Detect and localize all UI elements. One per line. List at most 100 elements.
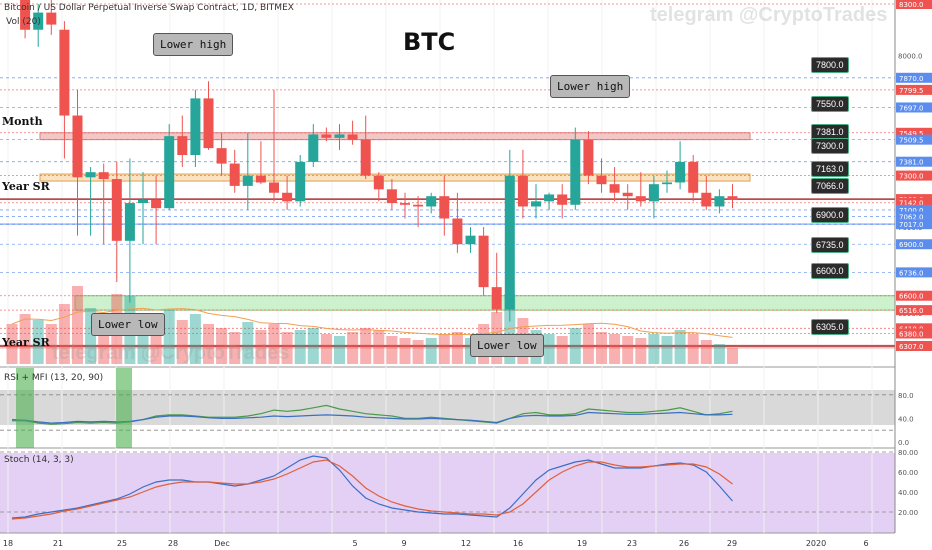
volume-bar [45,324,57,364]
candle-body [216,148,227,164]
volume-bar [622,336,634,364]
stoch-label[interactable]: Stoch (14, 3, 3) [4,455,74,465]
x-tick: 5 [352,539,357,548]
volume-bar [386,336,398,364]
candle-body [177,136,188,156]
price-label-19: 6307.0 [899,343,924,351]
candle-body [59,29,70,116]
candle-body [295,161,306,202]
stoch-bg [0,453,895,533]
volume-bar [582,324,594,364]
candle-body [46,12,57,25]
candle-body [20,0,31,30]
rsi-tick: 80.0 [898,392,914,400]
candle-body [33,12,44,30]
volume-ma-line [11,307,733,338]
candle-body [85,172,96,178]
volume-bar [347,332,359,364]
candle-body [334,134,345,138]
volume-bar [661,336,673,364]
volume-bar [6,324,18,364]
price-label-bg [896,134,932,145]
candle-body [413,204,424,207]
candle-body [439,196,450,219]
volume-bar [150,330,162,364]
volume-indicator-label[interactable]: Vol (20) [6,17,41,27]
callout-lower-high-2: Lower high [550,75,631,98]
volume-bar [700,340,712,364]
candle-body [138,199,148,204]
x-tick: 9 [401,539,406,548]
candle-body [321,134,332,138]
price-label-13: 6900.0 [899,241,924,249]
volume-bar [727,348,738,364]
candle-body [164,136,175,209]
callout-lower-high-1: Lower high [153,33,234,56]
candle-body [557,194,568,205]
volume-bar [203,324,214,364]
price-label-bg [896,156,932,167]
candle-body [544,194,555,202]
level-tag-7550: 7550.0 [811,96,849,112]
volume-bar [281,332,293,364]
volume-bar [635,338,647,364]
candle-body [531,201,541,207]
rsi-highlight [16,368,34,448]
candle-body [255,175,266,183]
level-label-month: Month [2,115,43,128]
price-label-1: 7870.0 [899,75,924,83]
volume-bar [268,324,280,364]
candle-body [203,98,214,149]
price-label-bg [896,290,932,301]
candle-body [478,235,489,288]
candle-body [452,218,463,245]
price-label-0: 8300.0 [899,1,924,9]
level-tag-7800: 7800.0 [811,57,849,73]
price-label-4: 7549.5 [899,130,924,138]
volume-bar [176,320,188,364]
x-tick: 12 [461,539,471,548]
x-tick: 26 [679,539,689,548]
price-label-bg [896,127,932,138]
volume-bar [373,330,385,364]
x-tick: 25 [117,539,127,548]
candle-body [609,184,620,193]
price-label-bg [896,72,932,83]
volume-bar [320,334,332,364]
candle-body [596,175,607,185]
volume-bar [438,334,450,364]
candle-body [662,182,672,185]
price-label-14: 6736.0 [899,269,924,277]
volume-bar [85,308,97,364]
price-label-bg [896,84,932,95]
month-resistance-zone [39,132,751,141]
candle-body [714,196,725,207]
stoch-tick: 80.00 [898,449,918,457]
candle-body [491,287,502,310]
candle-body [308,134,319,162]
volume-bar [674,330,686,364]
volume-bar [216,328,228,364]
price-label-bg [896,219,932,230]
candle-body [648,184,659,202]
price-label-bg [896,102,932,113]
volume-bar [189,314,201,364]
x-tick: 16 [513,539,523,548]
x-tick: 6 [863,539,868,548]
price-label-bg [896,323,932,334]
rsi-mfi-label[interactable]: RSI + MFI (13, 20, 90) [4,373,104,383]
price-label-5: 7509.5 [899,137,924,145]
symbol-header[interactable]: Bitcoin / US Dollar Perpetual Inverse Sw… [4,3,294,13]
watermark-bottom: telegram @CryptoTrades [52,342,290,364]
volume-bar [609,334,621,364]
level-tag-7066: 7066.0 [811,178,849,194]
level-tag-6900: 6900.0 [811,207,849,223]
price-label-18: 6380.0 [899,330,924,338]
rsi-tick: 40.0 [898,415,914,423]
candle-body [386,189,397,204]
price-label-bg [896,267,932,278]
volume-bar [451,332,463,364]
stoch-tick: 60.00 [898,469,918,477]
